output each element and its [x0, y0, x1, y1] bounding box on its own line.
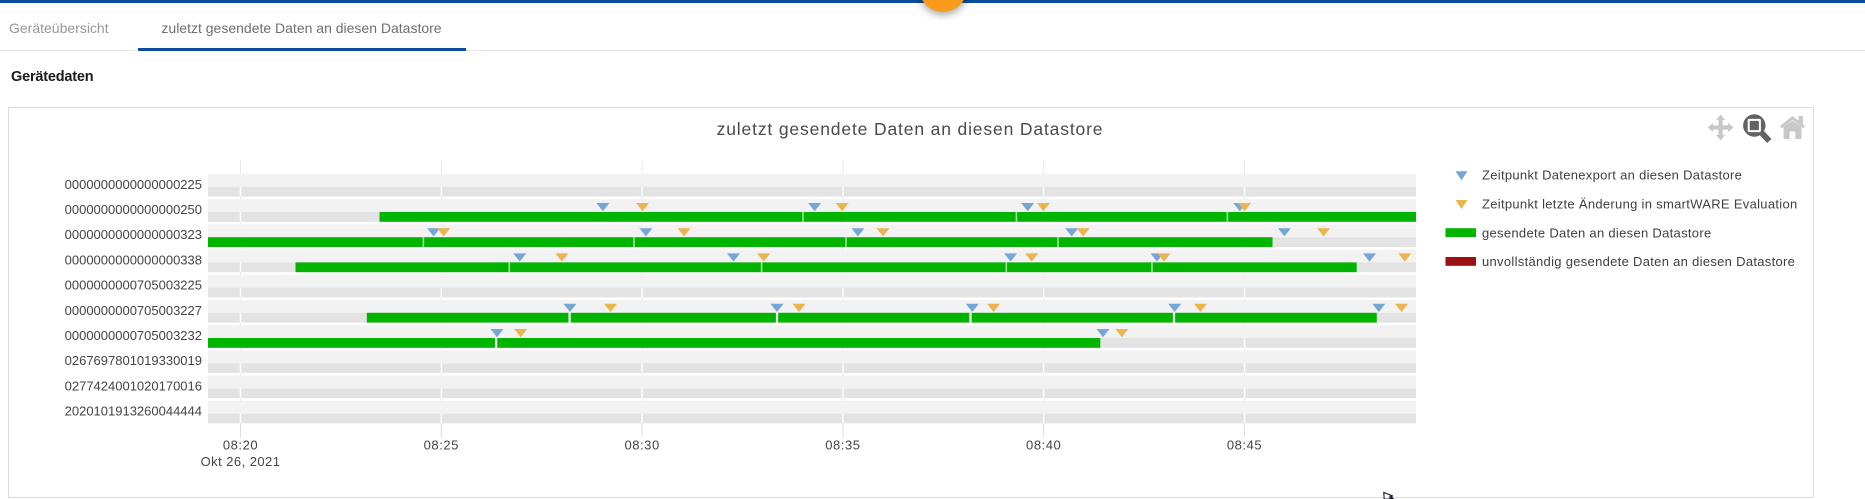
svg-text:08:20: 08:20 [223, 438, 258, 453]
svg-text:08:25: 08:25 [424, 438, 459, 453]
svg-text:0000000000705003225: 0000000000705003225 [65, 278, 202, 293]
svg-text:0277424001020170016: 0277424001020170016 [65, 378, 202, 393]
svg-text:zuletzt gesendete Daten an die: zuletzt gesendete Daten an diesen Datast… [717, 119, 1104, 139]
svg-text:08:35: 08:35 [825, 438, 860, 453]
svg-text:0000000000000000225: 0000000000000000225 [65, 177, 202, 192]
svg-text:0000000000705003232: 0000000000705003232 [65, 328, 202, 343]
svg-text:08:45: 08:45 [1227, 438, 1262, 453]
svg-text:08:30: 08:30 [624, 438, 659, 453]
svg-text:0000000000705003227: 0000000000705003227 [65, 303, 202, 318]
svg-text:0000000000000000323: 0000000000000000323 [65, 227, 202, 242]
svg-text:0000000000000000250: 0000000000000000250 [65, 202, 202, 217]
svg-text:0000000000000000338: 0000000000000000338 [65, 252, 202, 267]
svg-text:0267697801019330019: 0267697801019330019 [65, 353, 202, 368]
svg-text:unvollständig gesendete Daten: unvollständig gesendete Daten an diesen … [1482, 254, 1795, 269]
svg-text:08:40: 08:40 [1026, 438, 1061, 453]
svg-text:2020101913260044444: 2020101913260044444 [65, 404, 202, 419]
svg-text:Zeitpunkt letzte Änderung in s: Zeitpunkt letzte Änderung in smartWARE E… [1482, 197, 1798, 212]
svg-text:Zeitpunkt Datenexport an diese: Zeitpunkt Datenexport an diesen Datastor… [1482, 168, 1742, 183]
svg-text:Okt 26, 2021: Okt 26, 2021 [201, 454, 281, 469]
svg-text:gesendete Daten an diesen Data: gesendete Daten an diesen Datastore [1482, 225, 1712, 240]
